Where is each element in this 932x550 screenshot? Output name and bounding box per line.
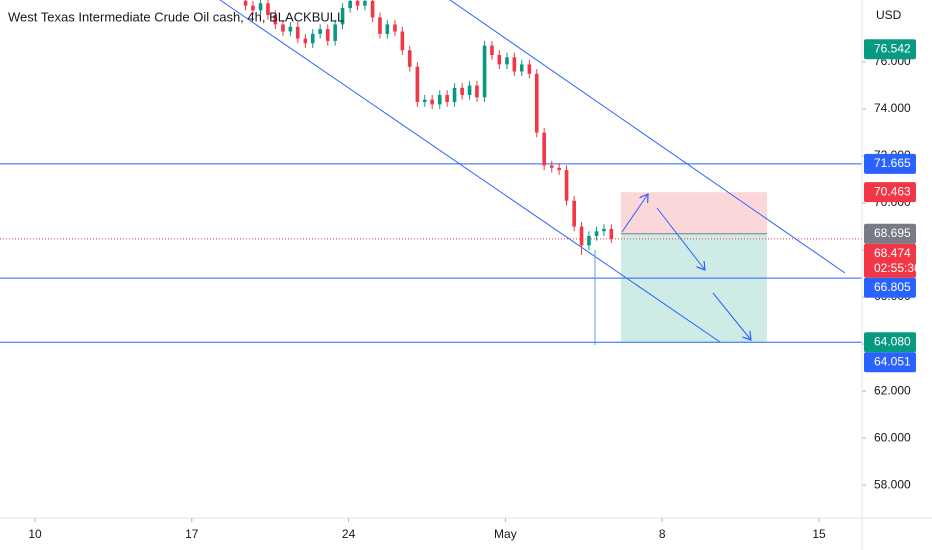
candle-body <box>243 0 248 6</box>
price-label: 70.463 <box>874 184 911 198</box>
candle-body <box>475 85 479 98</box>
candle-body <box>542 132 546 166</box>
candle-body <box>393 24 397 32</box>
candle-body <box>512 57 517 72</box>
price-axis: 58.00060.00062.00064.00066.00068.00070.0… <box>862 39 921 491</box>
x-tick-label: 8 <box>659 527 666 541</box>
candle-body <box>505 57 509 65</box>
price-label-bg <box>864 39 916 60</box>
candle-body <box>587 235 591 246</box>
candle-body <box>452 87 457 103</box>
x-tick-label: 15 <box>812 527 826 541</box>
candle-body <box>594 231 599 236</box>
channel-lower <box>219 0 721 343</box>
x-tick-label: 10 <box>28 527 42 541</box>
price-label: 66.805 <box>874 280 911 294</box>
candle-body <box>415 66 420 103</box>
candle-body <box>340 7 345 25</box>
y-tick-label: 60.000 <box>874 430 911 444</box>
countdown: 02:55:36 <box>874 261 921 275</box>
price-label-bg <box>864 332 916 353</box>
y-tick-label: 74.000 <box>874 101 911 115</box>
candles <box>243 0 614 255</box>
candle-body <box>318 29 322 34</box>
candle-body <box>549 165 554 168</box>
candle-body <box>497 54 502 65</box>
plot-area <box>0 0 862 345</box>
candle-body <box>602 228 606 232</box>
candle-body <box>348 0 352 8</box>
arrow <box>712 292 751 340</box>
candle-body <box>325 29 330 41</box>
price-label-bg <box>864 223 916 244</box>
target-zone <box>620 233 768 343</box>
candle-body <box>266 3 270 16</box>
price-label: 64.080 <box>874 334 911 348</box>
candle-body <box>579 226 584 246</box>
price-label-bg <box>864 277 916 298</box>
price-label-bg <box>864 352 916 373</box>
price-label: 64.051 <box>874 354 911 368</box>
arrow <box>656 207 705 270</box>
y-tick-label: 58.000 <box>874 477 911 491</box>
candle-body <box>378 17 382 34</box>
candle-body <box>310 33 315 44</box>
candle-body <box>385 24 390 34</box>
candle-body <box>251 5 255 11</box>
candle-body <box>437 94 442 105</box>
price-label-bg <box>864 153 916 174</box>
y-tick-label: 62.000 <box>874 383 911 397</box>
x-tick-label: May <box>494 527 517 541</box>
candle-body <box>430 99 434 105</box>
candle-body <box>295 26 300 39</box>
candle-body <box>460 87 464 95</box>
candle-body <box>407 50 412 67</box>
candle-body <box>273 15 278 25</box>
arrow <box>621 194 648 233</box>
x-tick-label: 24 <box>342 527 356 541</box>
price-label-bg <box>864 182 916 203</box>
candle-body <box>303 38 308 44</box>
currency: USD <box>876 8 902 22</box>
candle-body <box>482 45 487 98</box>
chart-title: West Texas Intermediate Crude Oil cash, … <box>8 9 344 24</box>
candle-body <box>519 64 524 72</box>
candle-body <box>333 24 337 41</box>
price-label: 68.474 <box>874 246 911 260</box>
candle-body <box>534 73 539 133</box>
x-tick-label: 17 <box>185 527 199 541</box>
candle-body <box>564 170 569 201</box>
drawings-under <box>0 163 862 343</box>
candle-body <box>557 167 561 171</box>
price-label: 76.542 <box>874 41 911 55</box>
candle-body <box>490 45 494 55</box>
price-label-bg <box>864 243 916 278</box>
stop-zone <box>620 192 768 234</box>
candle-body <box>422 99 427 103</box>
candle-body <box>572 200 576 227</box>
candle-body <box>400 31 405 51</box>
price-label: 68.695 <box>874 226 911 240</box>
candle-body <box>288 26 293 32</box>
candle-body <box>445 94 449 103</box>
candle-body <box>258 3 263 11</box>
price-label: 71.665 <box>874 156 911 170</box>
channel-upper <box>449 0 846 274</box>
candle-body <box>467 85 472 95</box>
candle-body <box>363 0 367 6</box>
candle-body <box>527 64 532 74</box>
candle-body <box>370 0 375 18</box>
candle-body <box>281 24 285 32</box>
candle-body <box>355 0 360 6</box>
candle-body <box>609 228 614 239</box>
